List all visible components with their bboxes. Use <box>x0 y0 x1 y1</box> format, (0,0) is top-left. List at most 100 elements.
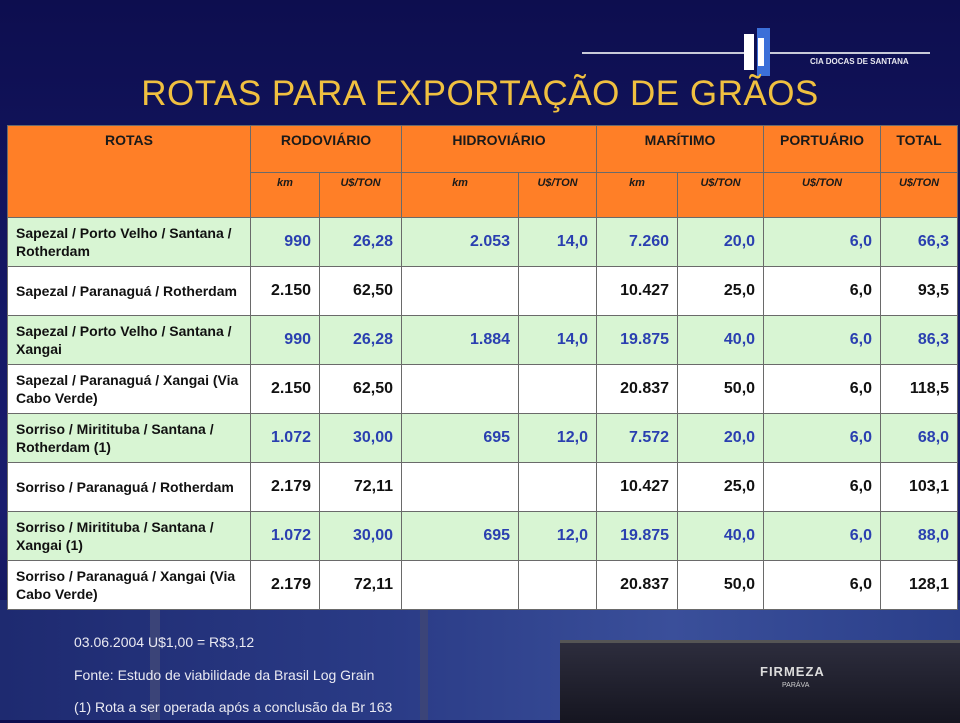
total-cell: 86,3 <box>880 315 959 365</box>
rod-ton-cell: 72,11 <box>318 462 403 512</box>
port-cell: 6,0 <box>763 217 882 267</box>
route-cell: Sorriso / Paranaguá / Xangai (Via Cabo V… <box>7 560 251 610</box>
rod-km-cell: 2.150 <box>250 364 320 414</box>
rod-ton-cell: 30,00 <box>318 511 403 561</box>
total-cell: 118,5 <box>880 364 959 414</box>
mar-km-cell: 19.875 <box>596 511 679 561</box>
subheader-usd-ton: U$/TON <box>677 172 765 218</box>
total-cell: 66,3 <box>880 217 959 267</box>
mar-ton-cell: 40,0 <box>677 511 765 561</box>
route-cell: Sorriso / Miritituba / Santana / Xangai … <box>7 511 251 561</box>
rod-km-cell: 2.179 <box>250 462 320 512</box>
table-row: Sapezal / Paranaguá / Xangai (Via Cabo V… <box>7 364 959 414</box>
hid-ton-cell: 12,0 <box>518 511 598 561</box>
subheader-km: km <box>250 172 320 218</box>
table-row: Sapezal / Porto Velho / Santana / Rother… <box>7 217 959 267</box>
crane-silhouette <box>420 605 428 720</box>
rod-km-cell: 990 <box>250 217 320 267</box>
table-row: Sorriso / Paranaguá / Rotherdam 2.179 72… <box>7 462 959 512</box>
hid-ton-cell <box>518 560 598 610</box>
ship-name: FIRMEZA <box>760 664 825 679</box>
hid-ton-cell <box>518 462 598 512</box>
port-cell: 6,0 <box>763 560 882 610</box>
total-cell: 93,5 <box>880 266 959 316</box>
header-rotas: ROTAS <box>7 125 251 218</box>
total-cell: 68,0 <box>880 413 959 463</box>
port-cell: 6,0 <box>763 315 882 365</box>
subheader-km: km <box>596 172 679 218</box>
footnote: (1) Rota a ser operada após a conclusão … <box>74 699 393 715</box>
mar-km-cell: 19.875 <box>596 315 679 365</box>
route-cell: Sapezal / Porto Velho / Santana / Xangai <box>7 315 251 365</box>
rod-ton-cell: 26,28 <box>318 315 403 365</box>
table-row: Sorriso / Paranaguá / Xangai (Via Cabo V… <box>7 560 959 610</box>
route-cell: Sapezal / Porto Velho / Santana / Rother… <box>7 217 251 267</box>
routes-table: ROTAS RODOVIÁRIO HIDROVIÁRIO MARÍTIMO PO… <box>7 125 959 610</box>
route-cell: Sapezal / Paranaguá / Xangai (Via Cabo V… <box>7 364 251 414</box>
ship-hull <box>560 640 960 723</box>
mar-km-cell: 10.427 <box>596 266 679 316</box>
header-total: TOTAL <box>880 125 959 173</box>
total-cell: 88,0 <box>880 511 959 561</box>
company-logo-icon <box>744 28 770 76</box>
subheader-km: km <box>401 172 520 218</box>
mar-ton-cell: 40,0 <box>677 315 765 365</box>
route-cell: Sorriso / Paranaguá / Rotherdam <box>7 462 251 512</box>
route-cell: Sapezal / Paranaguá / Rotherdam <box>7 266 251 316</box>
route-cell: Sorriso / Miritituba / Santana / Rotherd… <box>7 413 251 463</box>
port-cell: 6,0 <box>763 462 882 512</box>
hid-km-cell: 695 <box>401 511 520 561</box>
hid-ton-cell <box>518 364 598 414</box>
exchange-rate-note: 03.06.2004 U$1,00 = R$3,12 <box>74 634 255 650</box>
subheader-usd-ton: U$/TON <box>880 172 959 218</box>
header-hidroviario: HIDROVIÁRIO <box>401 125 598 173</box>
table-row: Sapezal / Paranaguá / Rotherdam 2.150 62… <box>7 266 959 316</box>
port-cell: 6,0 <box>763 364 882 414</box>
mar-ton-cell: 25,0 <box>677 462 765 512</box>
hid-km-cell <box>401 560 520 610</box>
page-title: ROTAS PARA EXPORTAÇÃO DE GRÃOS <box>141 74 819 113</box>
logo-text: CIA DOCAS DE SANTANA <box>810 57 909 66</box>
mar-ton-cell: 20,0 <box>677 217 765 267</box>
hid-km-cell <box>401 462 520 512</box>
logo-line-right <box>770 52 930 54</box>
rod-ton-cell: 26,28 <box>318 217 403 267</box>
rod-km-cell: 1.072 <box>250 511 320 561</box>
port-cell: 6,0 <box>763 266 882 316</box>
ship-subname: PARÁVA <box>782 682 810 689</box>
header-rodoviario: RODOVIÁRIO <box>249 125 403 173</box>
hid-km-cell <box>401 266 520 316</box>
table-row: Sapezal / Porto Velho / Santana / Xangai… <box>7 315 959 365</box>
hid-ton-cell: 12,0 <box>518 413 598 463</box>
hid-ton-cell <box>518 266 598 316</box>
mar-km-cell: 10.427 <box>596 462 679 512</box>
mar-ton-cell: 50,0 <box>677 364 765 414</box>
mar-km-cell: 7.572 <box>596 413 679 463</box>
table-row: Sorriso / Miritituba / Santana / Xangai … <box>7 511 959 561</box>
hid-km-cell: 695 <box>401 413 520 463</box>
mar-ton-cell: 50,0 <box>677 560 765 610</box>
hid-km-cell <box>401 364 520 414</box>
source-note: Fonte: Estudo de viabilidade da Brasil L… <box>74 667 375 683</box>
rod-km-cell: 1.072 <box>250 413 320 463</box>
port-cell: 6,0 <box>763 413 882 463</box>
mar-ton-cell: 20,0 <box>677 413 765 463</box>
crane-silhouette <box>150 600 160 720</box>
mar-ton-cell: 25,0 <box>677 266 765 316</box>
rod-km-cell: 2.179 <box>250 560 320 610</box>
port-cell: 6,0 <box>763 511 882 561</box>
total-cell: 103,1 <box>880 462 959 512</box>
hid-km-cell: 2.053 <box>401 217 520 267</box>
subheader-usd-ton: U$/TON <box>318 172 403 218</box>
subheader-usd-ton: U$/TON <box>518 172 598 218</box>
mar-km-cell: 20.837 <box>596 560 679 610</box>
hid-ton-cell: 14,0 <box>518 217 598 267</box>
rod-km-cell: 2.150 <box>250 266 320 316</box>
rod-ton-cell: 62,50 <box>318 364 403 414</box>
hid-km-cell: 1.884 <box>401 315 520 365</box>
rod-ton-cell: 72,11 <box>318 560 403 610</box>
header-portuario: PORTUÁRIO <box>763 125 882 173</box>
mar-km-cell: 7.260 <box>596 217 679 267</box>
logo-line-left <box>582 52 748 54</box>
rod-ton-cell: 62,50 <box>318 266 403 316</box>
